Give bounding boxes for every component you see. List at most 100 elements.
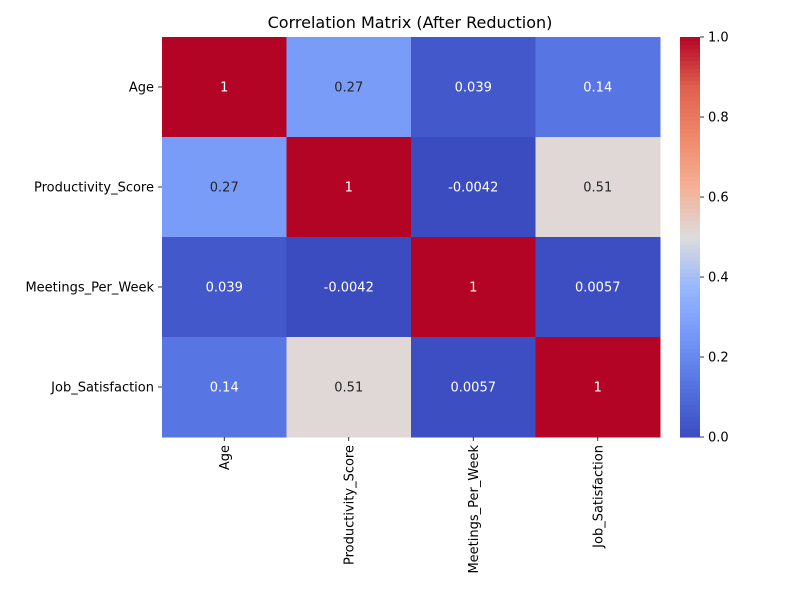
colorbar-segment [680,165,700,170]
colorbar-segment [680,205,700,210]
colorbar-segment [680,221,700,226]
colorbar-segment [680,193,700,198]
colorbar-segment [680,301,700,306]
colorbar-segment [680,53,700,58]
colorbar-segment [680,161,700,166]
cell-value-label: 0.14 [583,81,612,96]
colorbar-segment [680,417,700,422]
colorbar-segment [680,249,700,254]
colorbar-segment [680,305,700,310]
colorbar-segment [680,325,700,330]
heatmap-cell [162,37,287,138]
colorbar-segment [680,89,700,94]
colorbar-segment [680,245,700,250]
colorbar-segment [680,253,700,258]
colorbar-segment [680,297,700,302]
colorbar-segment [680,433,700,438]
colorbar-segment [680,361,700,366]
x-tick-label: Age [218,445,233,470]
colorbar-segment [680,381,700,386]
colorbar-tick-label: 0.0 [708,431,729,446]
colorbar-segment [680,329,700,334]
colorbar-segment [680,405,700,410]
colorbar: 0.0 0.2 0.4 0.6 0.8 1.0 [680,31,729,446]
colorbar-segment [680,185,700,190]
colorbar-segment [680,241,700,246]
colorbar-segment [680,365,700,370]
colorbar-segment [680,61,700,66]
colorbar-segment [680,105,700,110]
colorbar-segment [680,373,700,378]
colorbar-segment [680,101,700,106]
colorbar-segment [680,41,700,46]
heatmap-cell [411,37,536,138]
colorbar-segment [680,261,700,266]
colorbar-segment [680,125,700,130]
colorbar-tick-label: 1.0 [708,31,729,46]
colorbar-segment [680,169,700,174]
colorbar-segment [680,117,700,122]
colorbar-segment [680,333,700,338]
heatmap-cell [535,337,661,438]
colorbar-segment [680,269,700,274]
colorbar-segment [680,73,700,78]
colorbar-segment [680,237,700,242]
cell-value-label: 0.27 [210,181,239,196]
x-tick-label: Productivity_Score [342,445,357,565]
colorbar-segment [680,57,700,62]
colorbar-segment [680,389,700,394]
colorbar-segment [680,341,700,346]
heatmap-cell [162,237,287,338]
colorbar-segment [680,285,700,290]
cell-value-label: 1 [594,381,602,396]
colorbar-segment [680,157,700,162]
colorbar-segment [680,421,700,426]
colorbar-segment [680,289,700,294]
colorbar-segment [680,129,700,134]
cell-value-label: 0.0057 [575,281,621,296]
cell-value-label: 0.0057 [451,381,497,396]
heatmap-cell [286,37,412,138]
colorbar-segment [680,197,700,202]
colorbar-segment [680,393,700,398]
chart-title: Correlation Matrix (After Reduction) [268,13,553,32]
colorbar-segment [680,77,700,82]
colorbar-segment [680,121,700,126]
colorbar-segment [680,413,700,418]
colorbar-segment [680,217,700,222]
colorbar-segment [680,353,700,358]
colorbar-tick-label: 0.8 [708,111,729,126]
colorbar-segment [680,109,700,114]
colorbar-segment [680,153,700,158]
colorbar-segment [680,265,700,270]
x-axis: Age Productivity_Score Meetings_Per_Week Jo… [218,437,606,574]
cell-value-label: 0.51 [583,181,612,196]
heatmap-cell [162,337,287,438]
heatmap-cells [162,37,661,438]
colorbar-segment [680,189,700,194]
heatmap-cell-labels: 1 0.27 0.039 0.14 0.27 1 -0.0042 0.51 0.039 -0.00… [206,81,621,396]
colorbar-segment [680,49,700,54]
colorbar-segment [680,293,700,298]
cell-value-label: 0.27 [334,81,363,96]
colorbar-segment [680,137,700,142]
cell-value-label: -0.0042 [324,281,374,296]
colorbar-segment [680,401,700,406]
colorbar-segment [680,37,700,42]
colorbar-segment [680,133,700,138]
colorbar-segment [680,385,700,390]
heatmap-cell [286,137,412,238]
colorbar-segment [680,93,700,98]
cell-value-label: 0.14 [210,381,239,396]
cell-value-label: 1 [220,81,228,96]
colorbar-segment [680,69,700,74]
heatmap-cell [286,337,412,438]
colorbar-segment [680,337,700,342]
colorbar-segment [680,397,700,402]
colorbar-segment [680,229,700,234]
colorbar-segment [680,357,700,362]
colorbar-segment [680,377,700,382]
colorbar-segment [680,85,700,90]
colorbar-segment [680,317,700,322]
